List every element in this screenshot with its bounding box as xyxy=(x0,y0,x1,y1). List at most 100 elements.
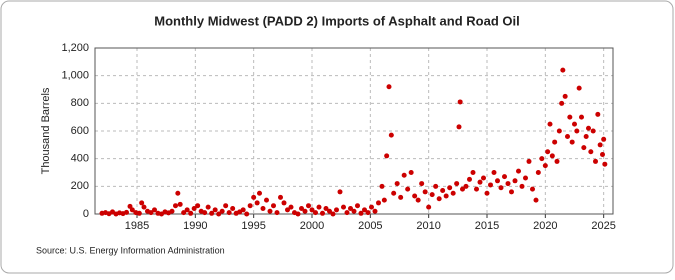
data-point xyxy=(574,128,580,134)
y-tick-label: 200 xyxy=(71,180,89,192)
data-point xyxy=(600,152,605,158)
y-tick-label: 400 xyxy=(71,153,89,165)
data-point xyxy=(391,190,397,196)
data-point xyxy=(381,197,387,203)
data-point xyxy=(433,183,439,189)
data-point xyxy=(327,208,332,214)
data-point xyxy=(306,203,311,209)
data-point xyxy=(601,136,607,142)
data-point xyxy=(562,93,568,99)
data-point xyxy=(488,182,493,188)
data-point xyxy=(188,210,194,216)
data-point xyxy=(344,210,350,216)
data-point xyxy=(535,170,541,175)
data-point xyxy=(169,208,175,214)
data-point xyxy=(559,100,565,106)
data-point xyxy=(539,156,545,162)
data-point xyxy=(302,208,308,214)
data-point xyxy=(549,153,555,159)
data-point xyxy=(523,175,528,181)
data-point xyxy=(436,196,442,202)
data-point xyxy=(226,210,232,216)
data-point xyxy=(491,170,497,175)
x-tick-label: 2020 xyxy=(533,220,557,232)
data-point xyxy=(337,189,343,195)
data-point xyxy=(519,183,525,189)
data-point xyxy=(516,168,521,174)
data-point xyxy=(498,185,504,191)
chart-title: Monthly Midwest (PADD 2) Imports of Asph… xyxy=(154,13,519,28)
data-point xyxy=(148,210,154,216)
data-point xyxy=(579,114,584,120)
x-tick-label: 1995 xyxy=(241,220,265,232)
data-point xyxy=(450,190,456,196)
data-point xyxy=(295,211,301,217)
data-point xyxy=(581,145,587,151)
data-point xyxy=(136,210,142,216)
data-point xyxy=(530,186,535,192)
data-point xyxy=(362,207,367,213)
data-point xyxy=(394,181,400,187)
data-point xyxy=(572,121,577,127)
data-point xyxy=(565,134,570,140)
data-point xyxy=(129,207,135,213)
data-point xyxy=(348,205,353,211)
data-point xyxy=(602,161,608,167)
data-point xyxy=(181,210,187,216)
data-point xyxy=(257,190,262,196)
data-point xyxy=(595,111,601,117)
data-point xyxy=(278,194,283,200)
data-point xyxy=(195,203,201,209)
data-point xyxy=(401,172,407,178)
data-point xyxy=(264,197,269,203)
data-point xyxy=(533,197,539,203)
data-point xyxy=(467,176,472,182)
data-point xyxy=(422,189,428,195)
data-point xyxy=(470,170,476,175)
data-point xyxy=(271,203,276,209)
data-point xyxy=(405,186,411,192)
x-tick-label: 2000 xyxy=(300,220,324,232)
y-tick-label: 600 xyxy=(71,125,89,137)
data-point xyxy=(545,149,551,155)
plot-area xyxy=(94,47,614,215)
chart-frame xyxy=(0,0,674,274)
data-point xyxy=(369,204,374,210)
data-point xyxy=(323,205,329,211)
data-point xyxy=(341,204,346,210)
data-point xyxy=(209,210,215,216)
data-point xyxy=(212,207,218,213)
x-tick-label: 2010 xyxy=(416,220,440,232)
data-point xyxy=(267,208,273,214)
data-point xyxy=(313,210,318,216)
data-point xyxy=(316,204,322,210)
data-point xyxy=(426,204,432,210)
data-point xyxy=(205,204,211,210)
data-point xyxy=(274,210,280,216)
data-point xyxy=(175,190,181,196)
data-point xyxy=(285,207,290,213)
data-point xyxy=(320,210,325,216)
y-tick-label: 0 xyxy=(83,208,89,220)
data-point xyxy=(365,210,371,216)
data-point xyxy=(477,179,483,185)
data-point xyxy=(505,181,511,187)
data-point xyxy=(247,203,253,209)
data-point xyxy=(288,204,294,210)
data-point xyxy=(223,203,229,209)
data-point xyxy=(440,187,446,193)
data-point xyxy=(597,142,603,148)
data-point xyxy=(299,205,304,211)
data-point xyxy=(244,211,250,217)
data-point xyxy=(502,174,507,180)
data-point xyxy=(463,183,469,189)
x-tick-label: 2025 xyxy=(591,220,615,232)
data-point xyxy=(509,189,514,195)
y-tick-label: 1,000 xyxy=(61,70,89,82)
data-point xyxy=(460,186,465,192)
data-point xyxy=(260,205,266,211)
data-point xyxy=(254,200,260,206)
y-tick-label: 1,200 xyxy=(61,42,89,54)
data-point xyxy=(177,201,183,207)
